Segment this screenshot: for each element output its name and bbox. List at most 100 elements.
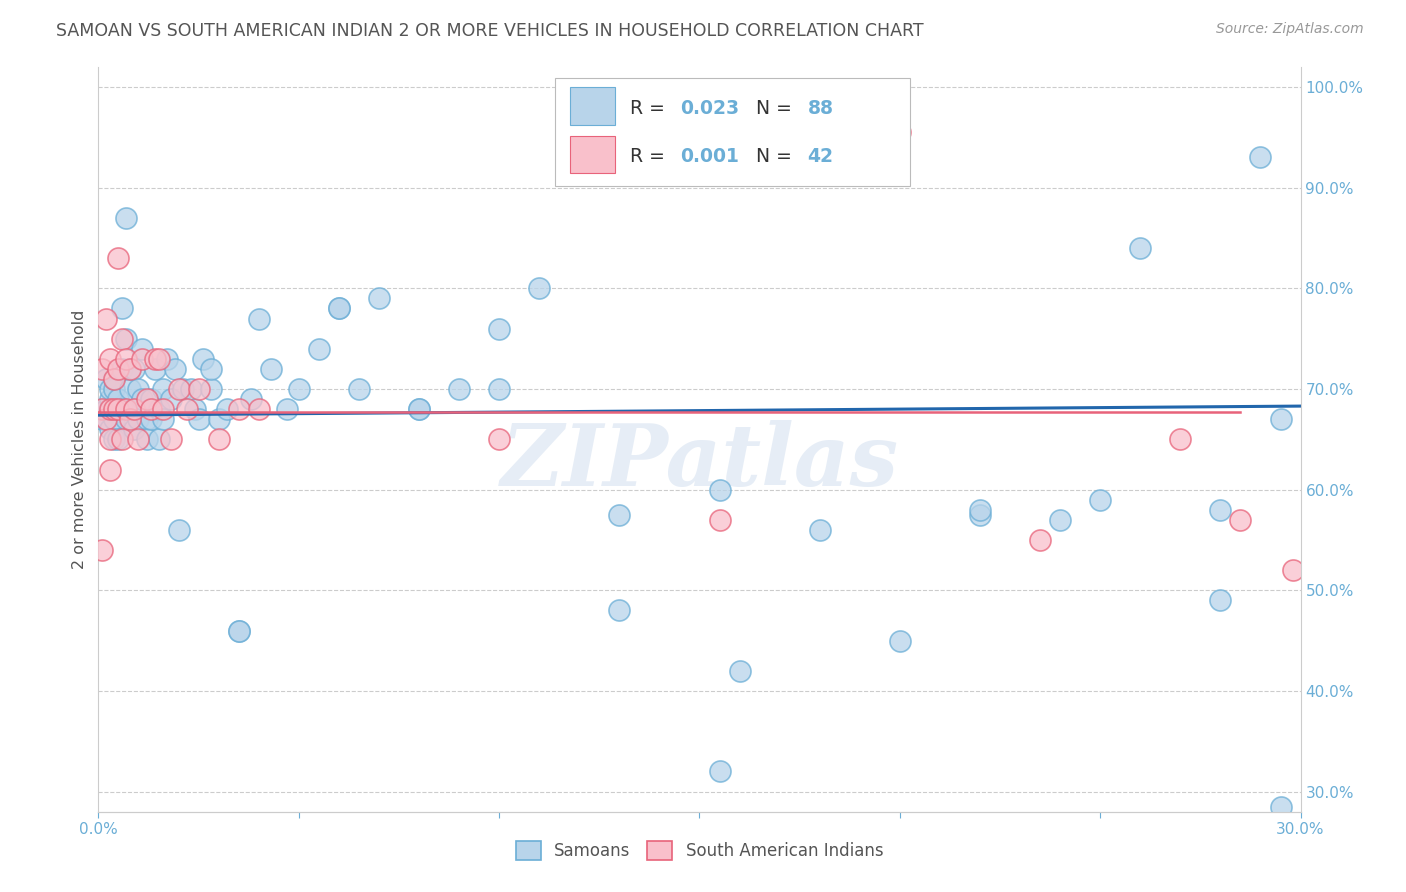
Point [1270, 799, 1292, 814]
Text: 0.001: 0.001 [681, 147, 740, 167]
Point [128, 412, 150, 426]
Point [889, 125, 911, 139]
Point [159, 392, 181, 406]
FancyBboxPatch shape [569, 136, 616, 173]
Point [143, 362, 166, 376]
Point [1029, 533, 1052, 547]
Point [96, 412, 118, 426]
Point [120, 362, 142, 376]
Point [208, 412, 231, 426]
Text: 88: 88 [807, 99, 834, 118]
Point [808, 523, 831, 537]
Point [124, 402, 146, 417]
Point [159, 432, 181, 446]
Point [1049, 513, 1071, 527]
Point [447, 382, 470, 396]
Point [139, 412, 162, 426]
Point [120, 362, 142, 376]
Point [100, 432, 122, 446]
Point [131, 342, 153, 356]
Point [529, 281, 551, 295]
Point [347, 382, 370, 396]
Point [135, 432, 157, 446]
Point [1229, 513, 1251, 527]
Point [131, 392, 153, 406]
Point [91, 402, 114, 417]
Point [155, 351, 177, 366]
Point [107, 251, 129, 265]
Point [107, 402, 129, 417]
Point [176, 402, 198, 417]
Point [111, 332, 134, 346]
FancyBboxPatch shape [569, 87, 616, 125]
Point [1088, 492, 1111, 507]
Point [91, 362, 114, 376]
Point [239, 392, 262, 406]
Point [260, 362, 283, 376]
Point [228, 624, 250, 638]
Point [328, 301, 350, 316]
Point [124, 362, 146, 376]
Point [969, 508, 991, 522]
Point [247, 402, 270, 417]
Point [609, 508, 631, 522]
Point [111, 362, 134, 376]
Text: N =: N = [756, 147, 797, 167]
Text: N =: N = [756, 99, 797, 118]
Point [408, 402, 430, 417]
Point [115, 351, 138, 366]
Text: ZIPatlas: ZIPatlas [501, 420, 898, 503]
Point [368, 292, 391, 306]
Point [408, 402, 430, 417]
Point [187, 382, 209, 396]
Point [91, 412, 114, 426]
Point [148, 351, 170, 366]
FancyBboxPatch shape [555, 78, 910, 186]
Point [107, 432, 129, 446]
Point [172, 382, 194, 396]
Point [124, 422, 146, 436]
Point [91, 402, 114, 417]
Text: 0.023: 0.023 [681, 99, 740, 118]
Point [163, 362, 186, 376]
Point [100, 392, 122, 406]
Point [100, 422, 122, 436]
Point [148, 432, 170, 446]
Point [120, 382, 142, 396]
Point [180, 382, 202, 396]
Point [103, 412, 125, 426]
Text: 42: 42 [807, 147, 834, 167]
Point [120, 412, 142, 426]
Point [709, 764, 731, 779]
Point [100, 351, 122, 366]
Point [709, 513, 731, 527]
Point [215, 402, 238, 417]
Point [889, 633, 911, 648]
Point [247, 311, 270, 326]
Point [124, 402, 146, 417]
Text: SAMOAN VS SOUTH AMERICAN INDIAN 2 OR MORE VEHICLES IN HOUSEHOLD CORRELATION CHAR: SAMOAN VS SOUTH AMERICAN INDIAN 2 OR MOR… [56, 22, 924, 40]
Point [148, 402, 170, 417]
Point [183, 402, 205, 417]
Point [115, 412, 138, 426]
Point [1129, 241, 1152, 255]
Point [328, 301, 350, 316]
Point [276, 402, 298, 417]
Point [111, 402, 134, 417]
Point [96, 311, 118, 326]
Point [131, 351, 153, 366]
Point [308, 342, 330, 356]
Text: R =: R = [630, 147, 671, 167]
Point [1250, 151, 1272, 165]
Point [100, 462, 122, 476]
Point [107, 402, 129, 417]
Point [488, 432, 510, 446]
Point [100, 402, 122, 417]
Point [128, 432, 150, 446]
Point [609, 603, 631, 617]
Point [488, 321, 510, 335]
Point [488, 382, 510, 396]
Point [152, 412, 174, 426]
Point [152, 382, 174, 396]
Point [103, 372, 125, 386]
